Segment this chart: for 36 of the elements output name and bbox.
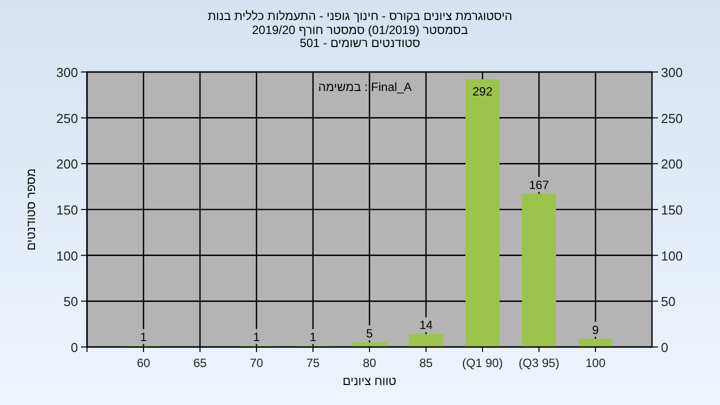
x-tick-label: (Q1 90): [462, 356, 503, 370]
y-axis-title: מספר סטודנטים: [24, 168, 38, 251]
data-label: 167: [528, 178, 550, 192]
y2-tick-label: 100: [661, 248, 683, 264]
y2-tick-label: 0: [661, 340, 668, 355]
y-tick-label: 300: [56, 65, 78, 80]
chart-title: היסטוגרמת ציונים בקורס - חינוך גופני - התעמלות כללית בנות: [208, 9, 512, 23]
y-tick-label: 250: [56, 110, 78, 126]
y2-tick-label: 150: [661, 202, 683, 218]
x-tick-label: 85: [419, 356, 433, 370]
y2-tick-label: 250: [661, 110, 683, 126]
y-tick-label: 0: [70, 340, 78, 355]
y2-tick-label: 200: [661, 156, 683, 172]
x-tick-label: 100: [585, 356, 606, 370]
x-axis-title: טווח ציונים: [342, 374, 397, 388]
x-tick-label: 70: [250, 356, 264, 370]
x-tick-label: 60: [136, 356, 150, 370]
y-tick-label: 100: [56, 248, 78, 264]
annotation: במשימה : Final_A: [318, 80, 412, 94]
y2-tick-label: 300: [661, 65, 683, 80]
data-label: 1: [140, 330, 148, 344]
chart-subtitle: בסמסטר (01/2019) סמסטר חורף 2019/20 סטודנטים רשומים - 501: [252, 23, 468, 50]
data-label: 5: [366, 326, 374, 340]
y-tick-label: 200: [56, 156, 78, 172]
x-tick-label: 65: [193, 356, 207, 370]
y-tick-label: 50: [64, 294, 78, 310]
y2-tick-label: 50: [661, 294, 676, 310]
data-label: 292: [472, 84, 493, 98]
x-tick-label: (Q3 95): [518, 356, 560, 370]
data-label: 9: [592, 322, 600, 337]
x-tick-label: 80: [362, 356, 376, 370]
y-tick-label: 150: [56, 202, 78, 218]
data-label: 1: [253, 330, 260, 344]
x-tick-label: 75: [306, 356, 320, 370]
data-label: 14: [419, 318, 433, 332]
data-label: 1: [310, 330, 317, 344]
